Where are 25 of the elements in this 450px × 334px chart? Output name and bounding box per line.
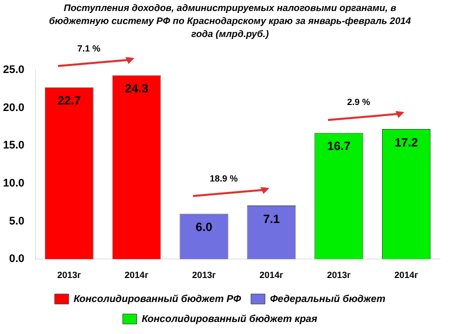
legend-label: Федеральный бюджет [270, 294, 386, 305]
x-tick-label: 2014г [260, 270, 284, 280]
data-label: 7.1 [263, 212, 280, 226]
data-label: 16.7 [327, 139, 351, 154]
y-tick-label: 5.0 [9, 215, 24, 228]
y-tick-label: 0.0 [9, 253, 24, 266]
x-tick-label: 2013г [57, 270, 82, 280]
x-tick-label: 2014г [394, 270, 418, 280]
data-label: 17.2 [394, 135, 418, 150]
x-tick-label: 2013г [192, 270, 216, 280]
annotation: 2.9 % [347, 97, 370, 108]
text: 7.1 % [77, 43, 100, 54]
data-label: 22.7 [57, 94, 82, 108]
chart-title: Поступления доходов, администрируемых налоговыми органами, в бюджетную систему РФ по Краснодарскому краю за январь-февраль 2014 года (млрд.руб.) [48, 2, 412, 41]
x-tick-label: 2013г [326, 270, 351, 280]
legend-label: Консолидированный бюджет РФ [74, 294, 242, 305]
y-tick-label: 25.0 [2, 64, 24, 76]
y-tick-label: 15.0 [2, 140, 24, 152]
data-label: 6.0 [196, 220, 213, 234]
annotation: 18.9 % [210, 173, 238, 184]
x-tick-label: 2014г [124, 270, 149, 280]
legend-label: Консолидированный бюджет края [142, 314, 318, 325]
y-tick-label: 10.0 [2, 178, 24, 190]
y-tick-label: 20.0 [2, 102, 24, 114]
data-label: 24.3 [124, 82, 149, 96]
